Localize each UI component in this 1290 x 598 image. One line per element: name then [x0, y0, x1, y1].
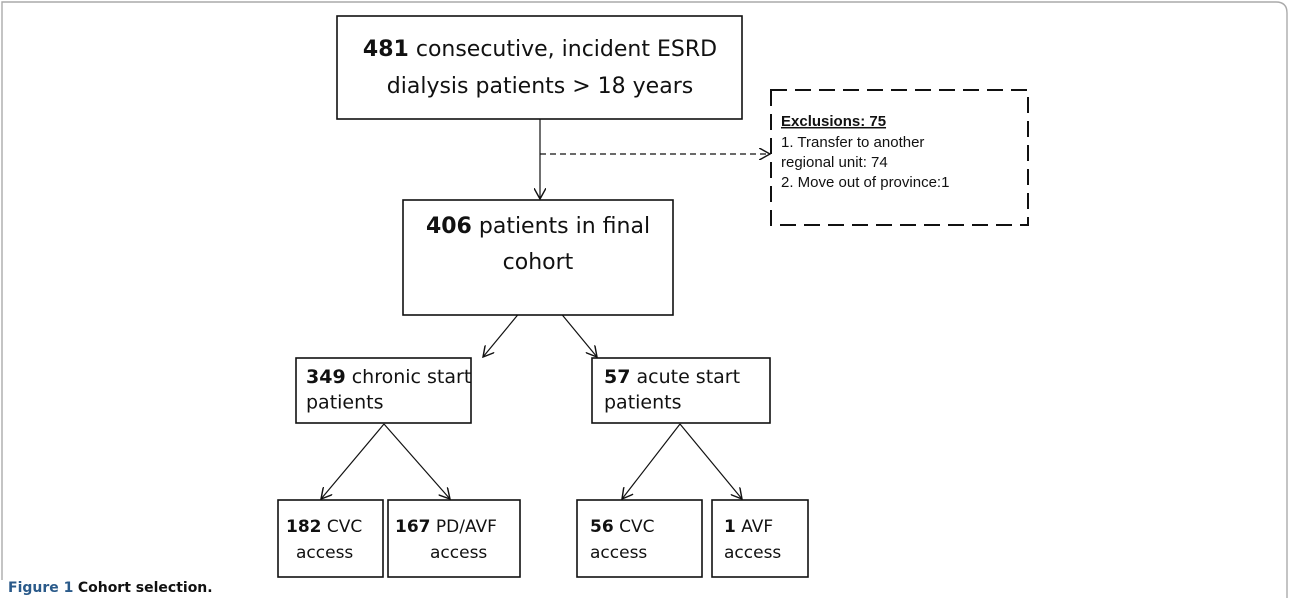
- count: 406: [426, 214, 472, 239]
- label: access: [296, 543, 353, 563]
- count: 349: [306, 366, 346, 388]
- arrow: [679, 423, 742, 499]
- caption: Figure 1 Cohort selection.: [8, 580, 213, 596]
- node: 349 chronic start patients: [295, 357, 472, 424]
- label: dialysis patients > 18 years: [387, 74, 693, 99]
- node: 56 CVC access: [576, 499, 703, 578]
- label: PD/AVF: [436, 517, 497, 537]
- exclusion-item: 1. Transfer to another: [781, 134, 924, 151]
- svg-text:406 patients in final: 406 patients in final: [426, 214, 650, 239]
- label: chronic start: [352, 366, 472, 388]
- arrow: [383, 423, 450, 499]
- label: CVC: [619, 517, 654, 537]
- label: cohort: [503, 250, 574, 275]
- count: 1: [724, 517, 736, 537]
- node: 167 PD/AVF access: [387, 499, 521, 578]
- count: 57: [604, 366, 630, 388]
- arrow: [321, 423, 385, 499]
- node: 481 consecutive, incident ESRD dialysis …: [336, 15, 743, 120]
- caption-label: Figure 1: [8, 580, 73, 596]
- count: 182: [286, 517, 322, 537]
- node: 182 CVC access: [277, 499, 384, 578]
- label: access: [590, 543, 647, 563]
- label: patients in final: [479, 214, 650, 239]
- exclusion-item: 2. Move out of province:1: [781, 174, 949, 191]
- label: patients: [604, 392, 682, 414]
- svg-text:57 acute start: 57 acute start: [604, 366, 740, 388]
- exclusion-item: regional unit: 74: [781, 154, 888, 171]
- caption-text: Cohort selection.: [78, 580, 213, 596]
- exclusion-title: Exclusions: 75: [781, 113, 886, 130]
- node: 1 AVF access: [711, 499, 809, 578]
- count: 481: [363, 37, 409, 62]
- label: acute start: [637, 366, 741, 388]
- svg-text:56 CVC: 56 CVC: [590, 517, 654, 537]
- count: 56: [590, 517, 614, 537]
- label: AVF: [741, 517, 773, 537]
- svg-text:167 PD/AVF: 167 PD/AVF: [395, 517, 497, 537]
- label: CVC: [327, 517, 362, 537]
- svg-text:481 consecutive, incident ESRD: 481 consecutive, incident ESRD: [363, 37, 717, 62]
- count: 167: [395, 517, 431, 537]
- exclusion-box: Exclusions: 75 1. Transfer to another re…: [770, 89, 1029, 226]
- label: consecutive, incident ESRD: [416, 37, 717, 62]
- label: patients: [306, 392, 384, 414]
- svg-text:349 chronic start: 349 chronic start: [306, 366, 471, 388]
- node: 406 patients in final cohort: [402, 199, 674, 316]
- label: access: [724, 543, 781, 563]
- label: access: [430, 543, 487, 563]
- node: 57 acute start patients: [591, 357, 771, 424]
- svg-text:1 AVF: 1 AVF: [724, 517, 773, 537]
- arrow: [622, 423, 681, 499]
- svg-text:182 CVC: 182 CVC: [286, 517, 362, 537]
